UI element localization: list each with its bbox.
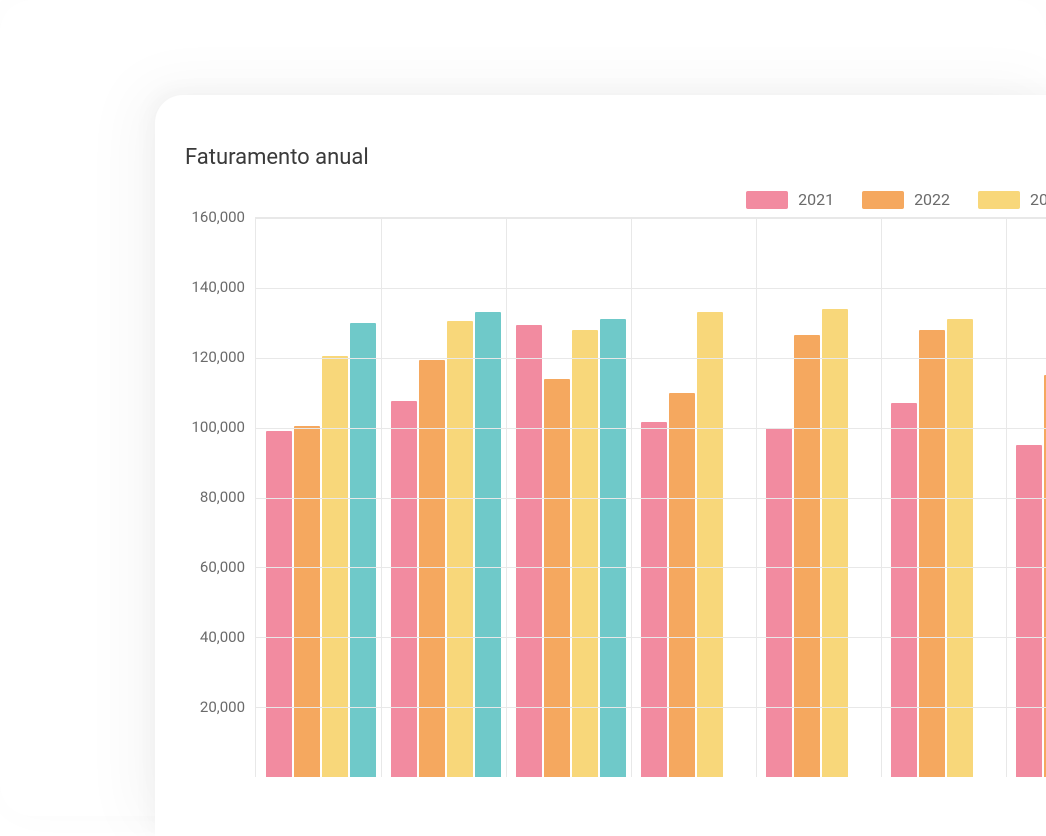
bar-2023[interactable] xyxy=(572,330,598,777)
bar-2021[interactable] xyxy=(891,403,917,777)
gridline-h xyxy=(256,567,1046,568)
gridline-v xyxy=(756,218,757,777)
gridline-h xyxy=(256,288,1046,289)
bar-2022[interactable] xyxy=(669,393,695,777)
gridline-h xyxy=(256,358,1046,359)
bar-2024[interactable] xyxy=(600,319,626,777)
outer-card: Faturamento anual 2021 2022 2023 160,000 14… xyxy=(0,0,1046,816)
chart-plot xyxy=(255,217,1046,777)
bar-2023[interactable] xyxy=(947,319,973,777)
y-tick: 80,000 xyxy=(200,488,245,506)
gridline-h xyxy=(256,218,1046,219)
gridline-h xyxy=(256,707,1046,708)
gridline-v xyxy=(1006,218,1007,777)
bar-2023[interactable] xyxy=(447,321,473,777)
bar-2021[interactable] xyxy=(266,431,292,777)
bar-2021[interactable] xyxy=(766,428,792,777)
bar-2022[interactable] xyxy=(294,426,320,777)
bar-2021[interactable] xyxy=(1016,445,1042,777)
legend-item-2022[interactable]: 2022 xyxy=(862,190,950,209)
bar-2021[interactable] xyxy=(391,401,417,777)
chart-card: Faturamento anual 2021 2022 2023 160,000 14… xyxy=(155,95,1046,836)
y-tick: 40,000 xyxy=(200,628,245,646)
y-tick: 20,000 xyxy=(200,698,245,716)
legend-swatch xyxy=(746,191,788,209)
y-tick: 140,000 xyxy=(191,278,245,296)
bar-2022[interactable] xyxy=(544,379,570,777)
legend-label: 2022 xyxy=(914,190,950,209)
gridline-v xyxy=(881,218,882,777)
gridline-v xyxy=(506,218,507,777)
gridline-v xyxy=(631,218,632,777)
y-tick: 100,000 xyxy=(191,418,245,436)
gridline-h xyxy=(256,428,1046,429)
y-tick: 60,000 xyxy=(200,558,245,576)
legend-item-2021[interactable]: 2021 xyxy=(746,190,834,209)
y-axis: 160,000140,000120,000100,00080,00060,000… xyxy=(185,217,255,777)
bar-2022[interactable] xyxy=(794,335,820,777)
legend-item-2023[interactable]: 2023 xyxy=(978,190,1046,209)
bar-2021[interactable] xyxy=(516,325,542,777)
legend-swatch xyxy=(862,191,904,209)
chart-title: Faturamento anual xyxy=(185,145,1046,170)
legend-swatch xyxy=(978,191,1020,209)
legend-label: 2021 xyxy=(798,190,834,209)
y-tick: 160,000 xyxy=(191,208,245,226)
y-tick: 120,000 xyxy=(191,348,245,366)
gridline-h xyxy=(256,637,1046,638)
gridline-h xyxy=(256,498,1046,499)
chart-area: 160,000140,000120,000100,00080,00060,000… xyxy=(185,217,1046,777)
bar-2024[interactable] xyxy=(350,323,376,777)
legend-label: 2023 xyxy=(1030,190,1046,209)
bar-2022[interactable] xyxy=(919,330,945,777)
chart-legend: 2021 2022 2023 xyxy=(185,190,1046,209)
gridline-v xyxy=(381,218,382,777)
bar-2021[interactable] xyxy=(641,422,667,777)
